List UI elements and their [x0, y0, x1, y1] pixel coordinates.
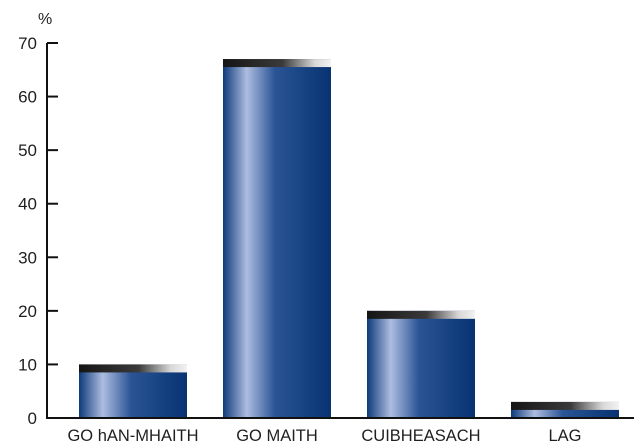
x-category-label: CUIBHEASACH — [361, 427, 480, 444]
bar-cap — [79, 364, 187, 373]
y-tick-label: 0 — [28, 409, 37, 428]
y-tick-label: 40 — [18, 195, 37, 214]
y-unit-label: % — [38, 11, 52, 28]
y-tick-label: 50 — [18, 141, 37, 160]
bar — [223, 59, 331, 418]
bar — [367, 310, 475, 418]
x-axis-labels: GO hAN-MHAITH GO MAITH CUIBHEASACH LAG — [67, 427, 581, 444]
y-tick-label: 30 — [18, 248, 37, 267]
x-category-label: GO MAITH — [236, 427, 318, 444]
x-category-label: GO hAN-MHAITH — [67, 427, 198, 444]
bar-group — [367, 310, 475, 418]
bar-group — [79, 364, 187, 418]
bar — [79, 364, 187, 418]
y-axis-ticks: 0 10 20 30 40 50 60 70 — [18, 34, 58, 428]
y-tick-label: 10 — [18, 355, 37, 374]
y-tick-label: 70 — [18, 34, 37, 53]
bar-cap — [511, 401, 619, 410]
bar-group — [223, 59, 331, 418]
bar-cap — [367, 310, 475, 319]
y-tick-label: 20 — [18, 302, 37, 321]
bar-group — [511, 401, 619, 418]
bar-cap — [223, 59, 331, 68]
bars-group — [79, 59, 619, 418]
y-tick-label: 60 — [18, 88, 37, 107]
x-category-label: LAG — [548, 427, 581, 444]
